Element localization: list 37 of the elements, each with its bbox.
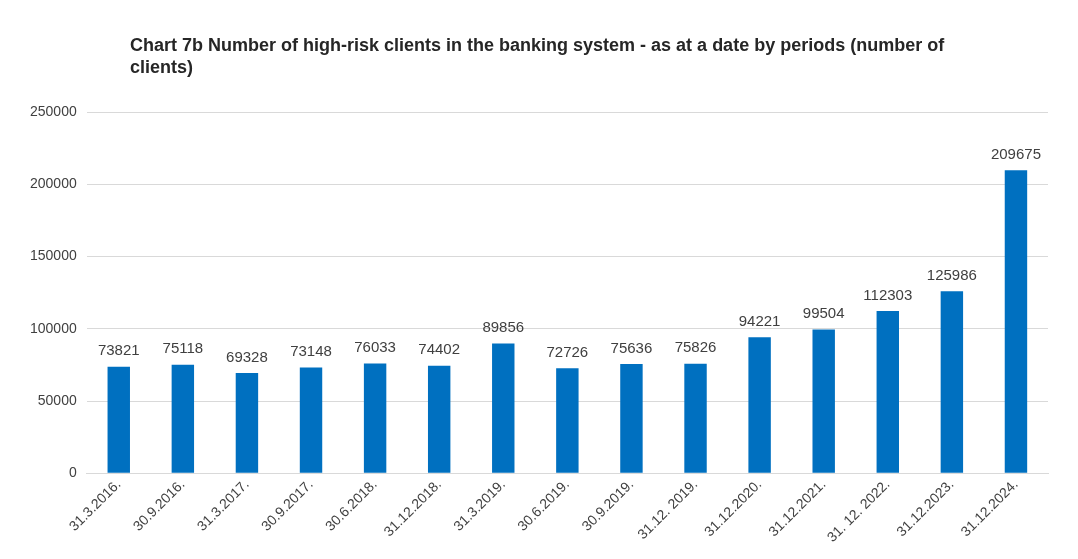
data-label: 74402 (418, 340, 461, 358)
y-tick-label: 0 (68, 464, 77, 481)
data-label: 69328 (226, 347, 268, 365)
y-tick-label: 150000 (30, 247, 77, 264)
bar (748, 337, 771, 473)
bar (299, 367, 323, 473)
data-label: 99504 (802, 304, 845, 322)
bar (620, 364, 643, 473)
y-tick-label: 200000 (30, 175, 77, 192)
bar (1004, 170, 1028, 473)
y-tick-label: 50000 (37, 391, 77, 408)
bar (492, 343, 515, 473)
y-tick-label: 100000 (30, 319, 77, 336)
data-label: 75826 (674, 338, 717, 356)
data-label: 89856 (482, 318, 525, 336)
data-label: 125986 (926, 265, 977, 283)
chart-title: Chart 7b Number of high-risk clients in the banking system - as at a date by periods (number of clients) (130, 34, 946, 78)
data-label: 75636 (610, 338, 653, 356)
data-label: 73148 (290, 342, 332, 360)
bar (876, 311, 899, 473)
bar (812, 329, 835, 473)
bar (235, 373, 259, 473)
data-label: 112303 (863, 285, 913, 303)
bar (684, 363, 707, 473)
bar (427, 365, 451, 473)
data-label: 209675 (990, 144, 1041, 162)
bar (556, 368, 579, 473)
bar (940, 291, 964, 473)
bar (107, 366, 130, 473)
data-label: 94221 (738, 311, 781, 329)
bar (171, 364, 195, 473)
y-tick-label: 250000 (30, 102, 77, 119)
data-label: 76033 (354, 338, 396, 356)
data-label: 72726 (546, 342, 589, 360)
bar (363, 363, 387, 473)
data-label: 73821 (97, 341, 140, 359)
data-label: 75118 (162, 339, 204, 357)
